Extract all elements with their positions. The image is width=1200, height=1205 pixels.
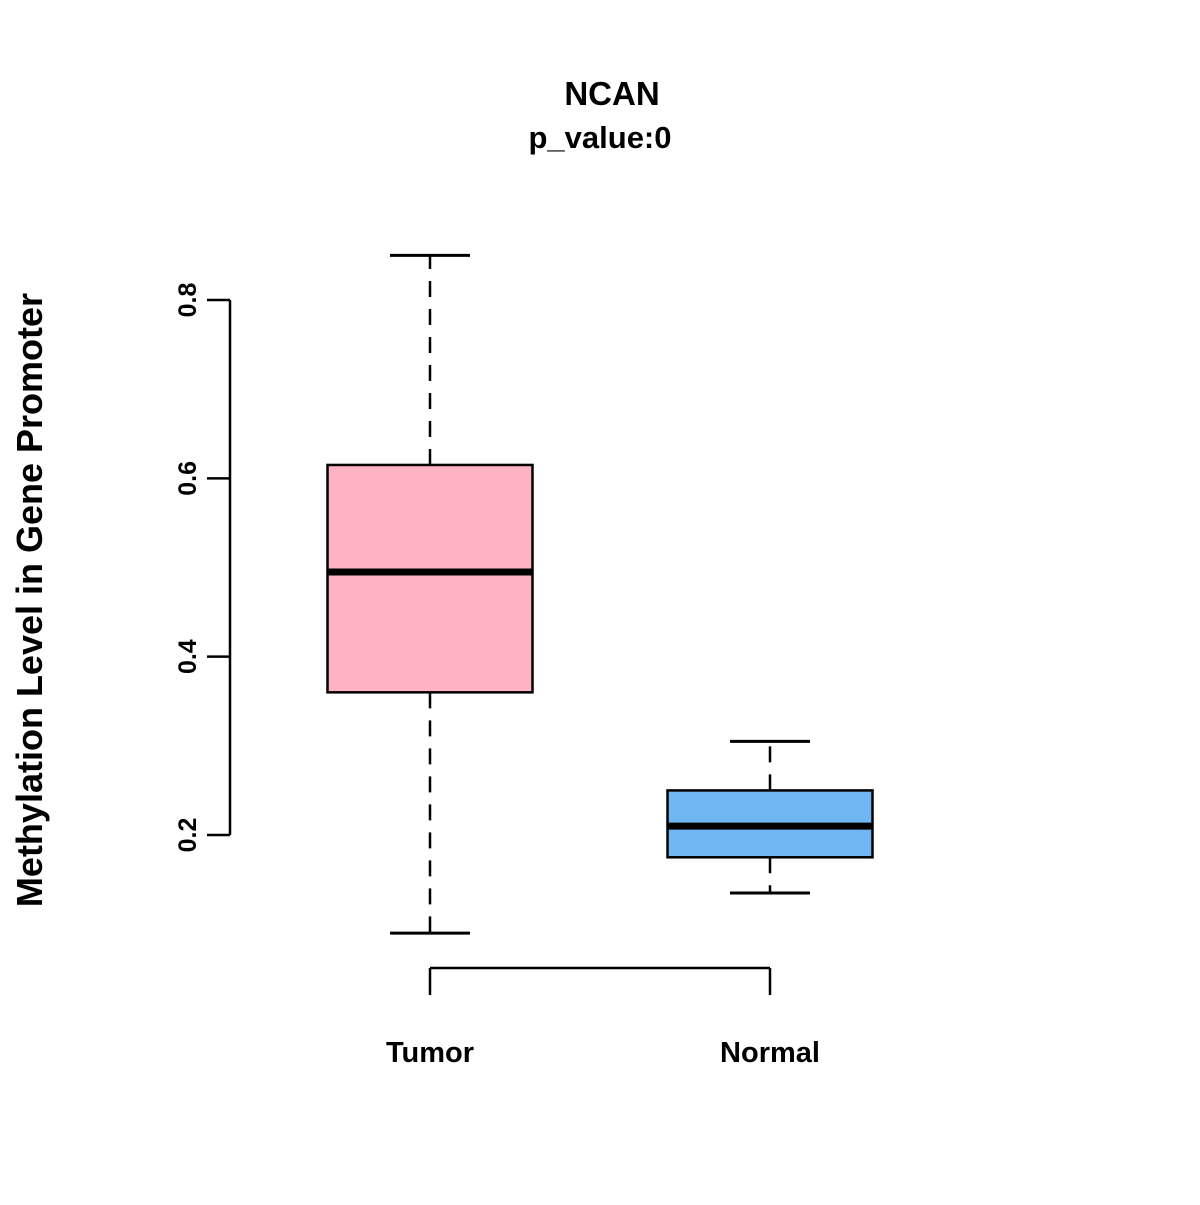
chart-title: NCAN — [564, 75, 659, 112]
y-tick-label: 0.2 — [174, 818, 202, 853]
y-tick-label: 0.8 — [174, 283, 202, 318]
x-category-label: Tumor — [386, 1037, 474, 1069]
y-axis-label: Methylation Level in Gene Promoter — [9, 293, 50, 907]
plot-area: 0.2 0.4 0.6 0.8 Tumor Normal — [174, 253, 874, 1069]
box-tumor — [326, 463, 534, 694]
chart-subtitle: p_value:0 — [528, 120, 671, 155]
x-category-label: Normal — [720, 1037, 820, 1069]
y-tick-label: 0.6 — [174, 461, 202, 496]
y-tick-label: 0.4 — [174, 639, 202, 674]
